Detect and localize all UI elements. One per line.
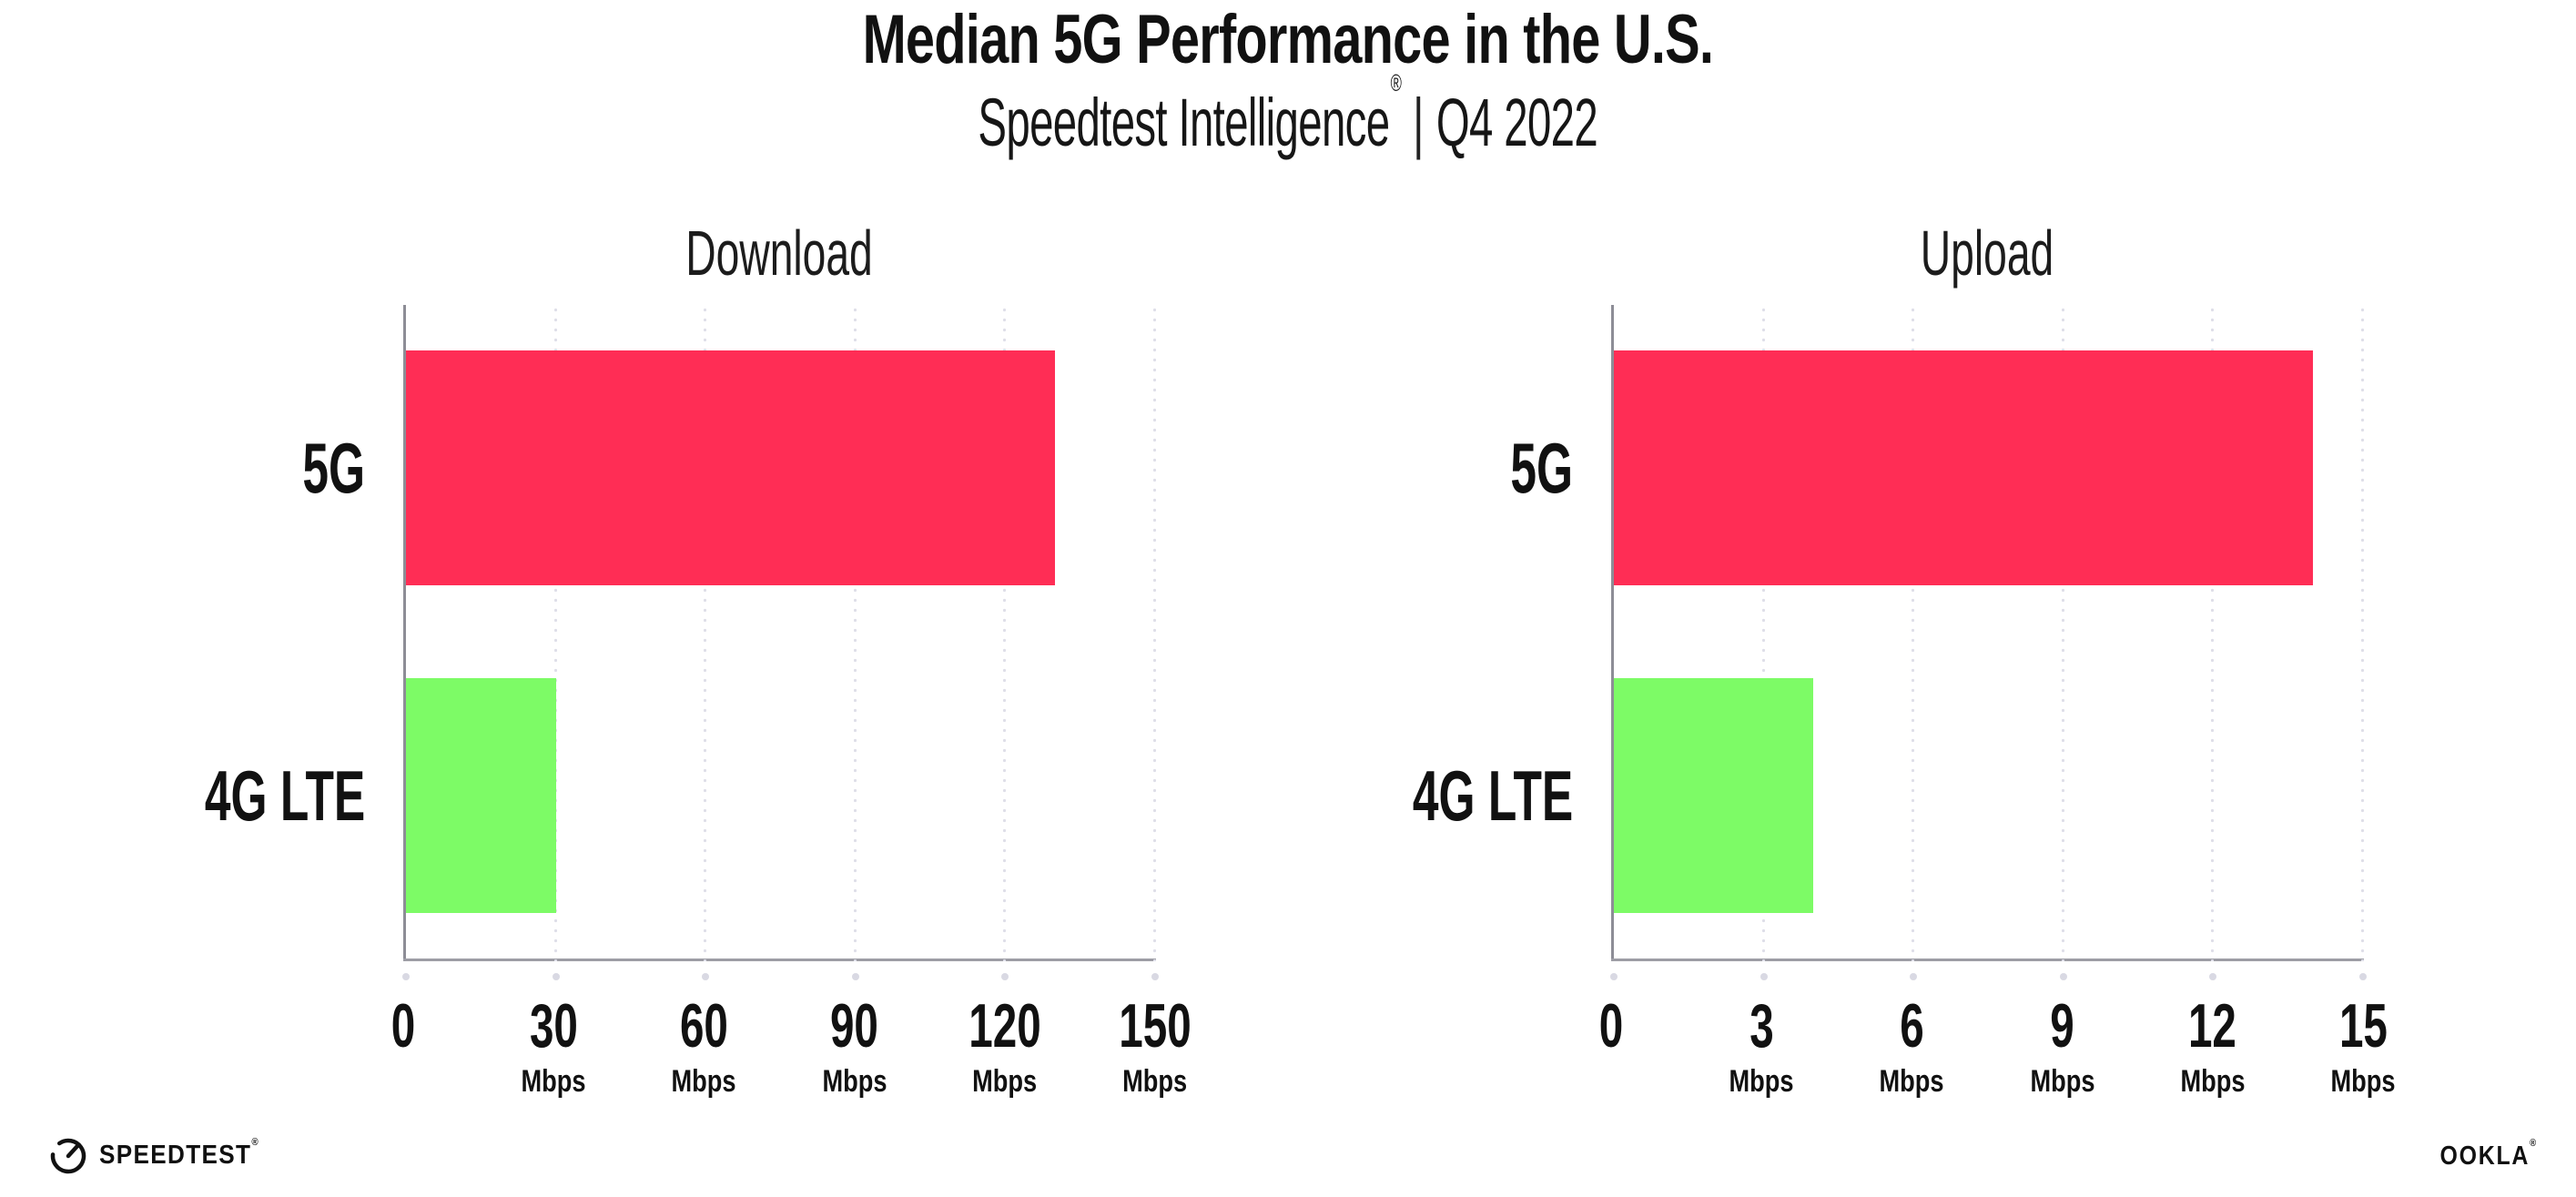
x-tick-unit: Mbps [2180,1064,2246,1099]
x-tick-unit: Mbps [1879,1064,1944,1099]
speedtest-logo: SPEEDTEST® [47,1134,278,1176]
y-category-label: 4G LTE [204,756,365,836]
gridline [1761,305,1765,961]
download-chart-title: Download [685,218,873,289]
x-tick-unit: Mbps [972,1064,1038,1099]
bar-4g-lte [406,678,556,913]
gridline [1003,305,1007,961]
download-plot-area [402,305,1159,980]
speedtest-gauge-icon [50,1138,86,1174]
subtitle-product: Speedtest Intelligence [978,85,1391,160]
y-category-label: 5G [1510,428,1573,508]
bar-5g [406,350,1056,585]
x-tick-value: 3 [1749,991,1774,1060]
x-tick-unit: Mbps [521,1064,586,1099]
axis-tick-dot [552,973,560,980]
y-category-label: 4G LTE [1412,756,1573,836]
x-tick-value: 90 [830,991,879,1060]
x-tick-label: 120 Mbps [953,995,1056,1097]
gridline [704,305,707,961]
x-tick-label: 6 Mbps [1871,995,1952,1097]
x-tick-value: 0 [1598,991,1624,1060]
axis-tick-dot [1610,973,1618,980]
x-tick-unit: Mbps [1122,1064,1188,1099]
gridline [2361,305,2364,961]
axis-tick-dot [402,973,410,980]
gridline [1153,305,1156,961]
x-tick-label: 3 Mbps [1721,995,1802,1097]
x-tick-label: 12 Mbps [2172,995,2253,1097]
subtitle-separator: | [1413,85,1425,160]
axis-tick-dot [1151,973,1159,980]
axis-tick-dot [702,973,710,980]
x-axis-line [1611,959,2364,961]
x-tick-label: 60 Mbps [664,995,745,1097]
upload-plot-area [1610,305,2367,980]
x-tick-value: 9 [2050,991,2074,1060]
x-tick-unit: Mbps [2030,1064,2095,1099]
registered-mark: ® [1390,69,1402,97]
x-tick-value: 6 [1900,991,1924,1060]
gridline [853,305,857,961]
gridline [2211,305,2215,961]
axis-tick-dot [2359,973,2367,980]
axis-tick-dot [1760,973,1768,980]
download-chart: Download 0 30 Mbps 60 Mbps 90 Mbps 120 Mbps 150 Mb… [205,221,1192,1097]
x-tick-unit: Mbps [1729,1064,1794,1099]
x-tick-label: 90 Mbps [814,995,895,1097]
x-tick-label: 15 Mbps [2323,995,2404,1097]
axis-tick-dot [851,973,859,980]
x-tick-unit: Mbps [671,1064,736,1099]
y-category-label: 5G [302,428,365,508]
axis-tick-dot [1001,973,1009,980]
page-title: Median 5G Performance in the U.S. [0,5,2576,75]
x-tick-label: 9 Mbps [2022,995,2103,1097]
x-tick-unit: Mbps [822,1064,887,1099]
x-tick-value: 150 [1119,991,1192,1060]
x-tick-unit: Mbps [2330,1064,2396,1099]
gridline [2061,305,2064,961]
subtitle-period: Q4 2022 [1436,85,1598,160]
x-tick-value: 120 [969,991,1041,1060]
axis-tick-dot [2059,973,2067,980]
x-tick-value: 30 [529,991,578,1060]
x-tick-label: 30 Mbps [513,995,594,1097]
bar-4g-lte [1614,678,1814,913]
x-tick-label: 150 Mbps [1103,995,1206,1097]
x-tick-value: 0 [390,991,416,1060]
ookla-logo: OOKLA® [2424,1138,2538,1171]
x-tick-label: 0 [1594,995,1628,1057]
page-title-text: Median 5G Performance in the U.S. [862,1,1714,78]
x-tick-value: 15 [2338,991,2388,1060]
speedtest-wordmark: SPEEDTEST® [99,1136,259,1170]
upload-chart-title: Upload [1920,218,2054,289]
x-tick-value: 12 [2188,991,2237,1060]
x-tick-label: 0 [386,995,421,1057]
page-subtitle: Speedtest Intelligence® | Q4 2022 [0,71,2576,157]
bar-5g [1614,350,2314,585]
x-axis-line [403,959,1156,961]
x-tick-value: 60 [679,991,728,1060]
axis-tick-dot [2209,973,2217,980]
gridline [553,305,557,961]
axis-tick-dot [1910,973,1918,980]
upload-chart: Upload 0 3 Mbps 6 Mbps 9 Mbps 12 Mbps 15 Mbps 5G 4G … [1413,221,2396,1097]
gridline [1912,305,1915,961]
ookla-wordmark: OOKLA® [2439,1138,2538,1171]
